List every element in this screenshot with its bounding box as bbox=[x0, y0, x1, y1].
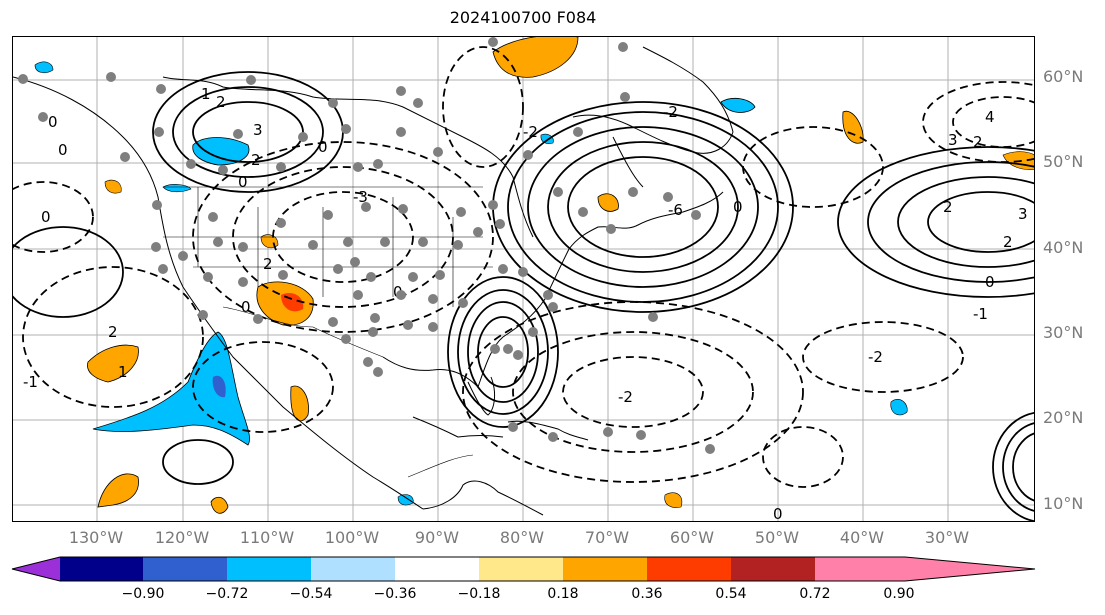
svg-text:0: 0 bbox=[41, 208, 51, 226]
colorbar-extend-high bbox=[905, 557, 1035, 581]
map-canvas: 1 2 3 2 0 0 0 -3 0 2 0 2 1 -1 0 -2 -2 0 … bbox=[13, 37, 1034, 522]
lon-label-60w: 60°W bbox=[669, 528, 715, 547]
svg-text:-1: -1 bbox=[973, 305, 988, 323]
svg-text:-2: -2 bbox=[523, 123, 538, 141]
colorbar-tick: 0.18 bbox=[547, 586, 579, 602]
svg-text:0: 0 bbox=[318, 138, 328, 156]
lat-label-10n: 10°N bbox=[1043, 494, 1084, 513]
svg-text:2: 2 bbox=[973, 133, 983, 151]
lat-label-30n: 30°N bbox=[1043, 323, 1084, 342]
colorbar-tick: −0.36 bbox=[373, 586, 417, 602]
colorbar-bin bbox=[479, 557, 563, 581]
lon-label-70w: 70°W bbox=[584, 528, 630, 547]
lon-label-120w: 120°W bbox=[154, 528, 210, 547]
lon-label-110w: 110°W bbox=[239, 528, 295, 547]
contours-negative bbox=[13, 46, 1034, 488]
lat-label-40n: 40°N bbox=[1043, 238, 1084, 257]
map-panel: 1 2 3 2 0 0 0 -3 0 2 0 2 1 -1 0 -2 -2 0 … bbox=[12, 36, 1035, 522]
colorbar-bin bbox=[395, 557, 479, 581]
svg-text:0: 0 bbox=[58, 141, 68, 159]
lon-label-80w: 80°W bbox=[499, 528, 545, 547]
colorbar-tick: 0.90 bbox=[883, 586, 915, 602]
lon-label-30w: 30°W bbox=[924, 528, 970, 547]
svg-text:2: 2 bbox=[108, 323, 118, 341]
svg-text:-2: -2 bbox=[663, 103, 678, 121]
colorbar-bin bbox=[563, 557, 647, 581]
svg-text:-1: -1 bbox=[23, 373, 38, 391]
svg-text:0: 0 bbox=[238, 173, 248, 191]
svg-text:0: 0 bbox=[241, 298, 251, 316]
svg-text:2: 2 bbox=[251, 151, 261, 169]
svg-text:0: 0 bbox=[985, 273, 995, 291]
colorbar-tick: 0.54 bbox=[715, 586, 747, 602]
lon-label-40w: 40°W bbox=[839, 528, 885, 547]
colorbar-tick: −0.72 bbox=[205, 586, 249, 602]
svg-text:2: 2 bbox=[216, 93, 226, 111]
lon-label-130w: 130°W bbox=[68, 528, 124, 547]
svg-text:2: 2 bbox=[943, 198, 953, 216]
colorbar-tick: 0.36 bbox=[631, 586, 663, 602]
colorbar-tick: −0.90 bbox=[121, 586, 165, 602]
svg-text:2: 2 bbox=[263, 255, 273, 273]
colorbar-tick: −0.18 bbox=[457, 586, 501, 602]
graticule bbox=[13, 37, 1034, 521]
lat-label-60n: 60°N bbox=[1043, 67, 1084, 86]
colorbar-tick: 0.72 bbox=[799, 586, 831, 602]
station-markers bbox=[18, 37, 715, 454]
svg-text:-6: -6 bbox=[668, 201, 683, 219]
lat-label-20n: 20°N bbox=[1043, 408, 1084, 427]
svg-text:0: 0 bbox=[773, 505, 783, 522]
colorbar-bin bbox=[731, 557, 815, 581]
contour-labels: 1 2 3 2 0 0 0 -3 0 2 0 2 1 -1 0 -2 -2 0 … bbox=[23, 85, 1028, 522]
colorbar-bin bbox=[815, 557, 905, 581]
colorbar-extend-low bbox=[12, 557, 60, 581]
colorbar-bin bbox=[60, 557, 143, 581]
colorbar-bin bbox=[311, 557, 395, 581]
svg-text:1: 1 bbox=[118, 363, 128, 381]
svg-text:1: 1 bbox=[201, 85, 211, 103]
colorbar-tick: −0.54 bbox=[289, 586, 333, 602]
svg-text:2: 2 bbox=[1003, 233, 1013, 251]
svg-text:4: 4 bbox=[985, 108, 995, 126]
lon-label-50w: 50°W bbox=[754, 528, 800, 547]
lon-label-100w: 100°W bbox=[324, 528, 380, 547]
lat-label-50n: 50°N bbox=[1043, 152, 1084, 171]
lon-label-90w: 90°W bbox=[414, 528, 460, 547]
svg-text:-2: -2 bbox=[618, 388, 633, 406]
svg-text:-3: -3 bbox=[353, 188, 368, 206]
svg-text:0: 0 bbox=[48, 113, 58, 131]
colorbar bbox=[11, 556, 1036, 582]
colorbar-bin bbox=[143, 557, 227, 581]
colorbar-bin bbox=[227, 557, 311, 581]
map-title: 2024100700 F084 bbox=[449, 8, 597, 27]
svg-text:3: 3 bbox=[948, 131, 958, 149]
colorbar-bin bbox=[647, 557, 731, 581]
svg-text:-2: -2 bbox=[868, 348, 883, 366]
svg-text:3: 3 bbox=[1018, 205, 1028, 223]
svg-text:0: 0 bbox=[733, 198, 743, 216]
svg-text:3: 3 bbox=[253, 121, 263, 139]
